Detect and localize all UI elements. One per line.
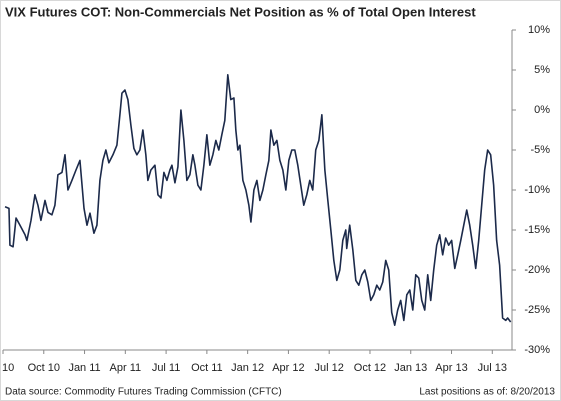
data-line: [4, 74, 512, 326]
x-tick-label: Oct 10: [28, 362, 60, 374]
y-tick-label: -25%: [524, 304, 550, 316]
x-tick-label: Jan 12: [231, 362, 264, 374]
x-tick-label: Oct 11: [191, 362, 223, 374]
y-tick-label: 10%: [528, 24, 550, 36]
chart-title: VIX Futures COT: Non-Commercials Net Pos…: [5, 4, 476, 19]
y-tick-label: -10%: [524, 184, 550, 196]
x-tick-label: Jan 13: [394, 362, 427, 374]
y-tick-label: 5%: [534, 64, 550, 76]
x-tick-label: Jan 11: [68, 362, 100, 374]
x-tick-label: 10: [2, 362, 14, 374]
x-tick-label: Jul 11: [152, 362, 181, 374]
x-tick-label: Apr 13: [435, 362, 467, 374]
x-tick-label: Oct 12: [354, 362, 386, 374]
y-tick-label: -20%: [524, 264, 550, 276]
source-note: Data source: Commodity Futures Trading C…: [5, 387, 282, 398]
y-tick-label: -30%: [524, 344, 550, 356]
x-tick-label: Jul 13: [478, 362, 507, 374]
x-tick-label: Apr 12: [272, 362, 304, 374]
x-tick-label: Jul 12: [315, 362, 344, 374]
last-date-note: Last positions as of: 8/20/2013: [419, 387, 555, 398]
y-tick-label: 0%: [534, 104, 550, 116]
y-tick-label: -5%: [530, 144, 550, 156]
y-tick-label: -15%: [524, 224, 550, 236]
x-tick-label: Apr 11: [110, 362, 142, 374]
